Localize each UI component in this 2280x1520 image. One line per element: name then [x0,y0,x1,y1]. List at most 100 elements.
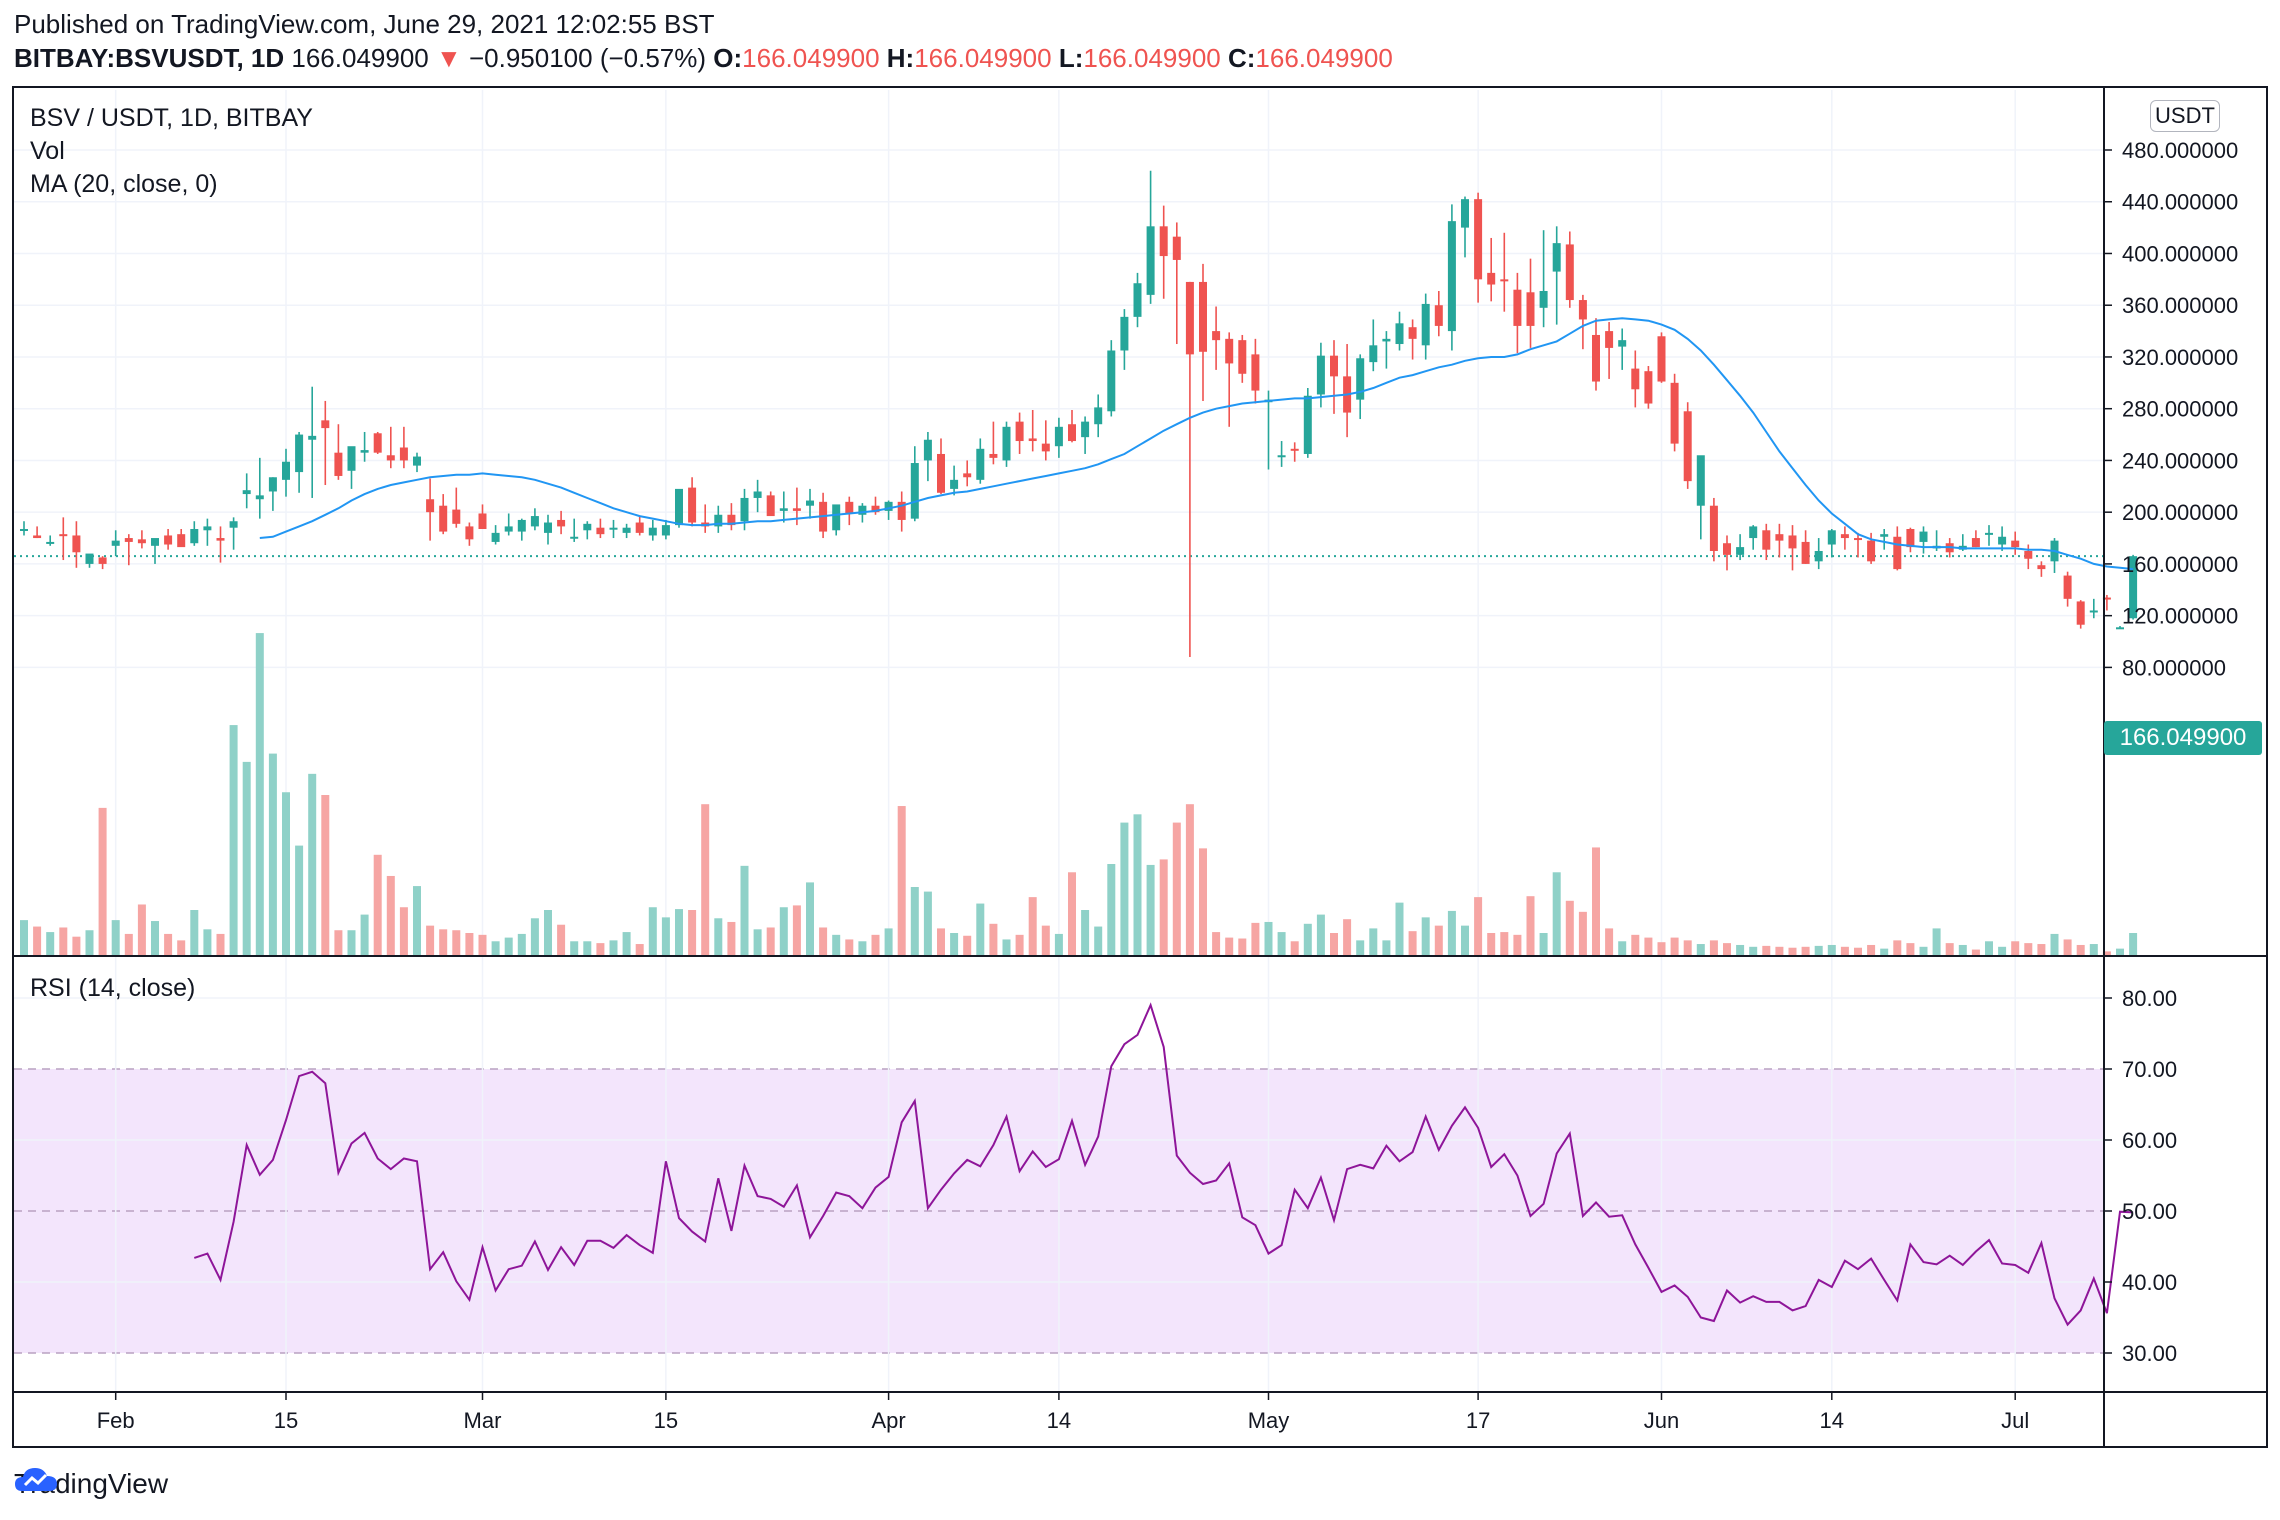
currency-unit-button[interactable]: USDT [2150,100,2220,132]
volume-bar [1474,897,1483,956]
volume-bar [321,795,330,956]
volume-bar [675,909,683,956]
volume-bar [1159,859,1168,956]
volume-bar [1303,923,1312,956]
candle-body [2102,597,2111,600]
candle-body [386,455,395,461]
candle-body [1356,358,1365,400]
candle-body [98,557,107,564]
candle-body [963,473,972,478]
price-tick-label: 120.000000 [2122,604,2238,629]
volume-bar [2024,943,2033,956]
time-tick-label: May [1248,1408,1290,1433]
candle-body [124,538,133,542]
volume-bar [386,875,395,956]
candle-body [2116,627,2124,630]
candle-body [1290,448,1299,451]
candle-body [648,527,657,536]
price-tick-label: 200.000000 [2122,500,2238,525]
rsi-tick-label: 30.00 [2122,1341,2177,1366]
volume-bar [452,930,461,956]
candle-body [282,461,290,480]
time-tick-label: 14 [1820,1408,1844,1433]
volume-bar [1421,917,1430,956]
candle-body [1447,221,1456,332]
candle-body [910,463,919,519]
candle-body [1002,426,1011,461]
candle-body [1421,303,1430,346]
volume-bar [1185,804,1194,956]
candle-body [59,534,68,537]
volume-bar [413,886,421,956]
tradingview-logo[interactable]: TradingView [14,1464,168,1504]
volume-bar [137,904,146,956]
volume-bar [740,865,749,956]
candle-body [1159,226,1168,257]
volume-bar [937,928,945,956]
volume-bar [1199,848,1207,956]
volume-bar [530,918,539,956]
volume-bar [1316,914,1325,956]
candle-body [308,435,317,440]
volume-bar [583,941,592,956]
candle-body [1670,382,1679,444]
price-tick-label: 240.000000 [2122,448,2238,473]
high-label: H: [886,43,915,73]
time-tick-label: Jul [2001,1408,2029,1433]
candle-body [1277,455,1286,458]
candle-body [1539,290,1548,308]
time-tick-label: Jun [1644,1408,1679,1433]
volume-bar [491,941,500,956]
down-triangle-icon: ▼ [436,43,462,73]
volume-bar [85,930,94,956]
volume-bar [923,891,932,956]
volume-bar [295,845,304,956]
volume-bar [1041,925,1050,956]
volume-bar [1028,897,1037,956]
volume-bar [1264,921,1273,956]
candle-body [1199,281,1207,352]
candle-body [452,509,461,524]
candle-body [792,508,801,511]
candle-body [334,452,343,476]
volume-bar [910,887,919,956]
volume-bar [2129,933,2138,956]
ma-legend: MA (20, close, 0) [30,170,218,198]
volume-bar [216,933,225,956]
candle-body [727,514,736,526]
candle-body [845,501,854,514]
candle-body [950,479,959,489]
volume-bar [1526,896,1535,956]
volume-bar [2063,939,2072,956]
candle-body [373,433,382,453]
candle-body [2076,601,2085,625]
volume-bar [334,930,343,956]
volume-bar [989,923,998,956]
candle-body [1081,421,1090,438]
volume-bar [1172,822,1181,956]
candle-body [2129,556,2138,619]
candle-body [1316,355,1325,395]
volume-bar [1513,934,1522,956]
volume-bar [1565,900,1574,956]
volume-bar [229,725,238,956]
candle-body [583,523,592,531]
volume-bar [1696,944,1705,956]
volume-bar [1395,902,1404,956]
candle-body [504,526,513,532]
candle-body [635,522,644,533]
candle-body [347,446,356,471]
candle-body [937,453,945,493]
candle-body [1172,236,1181,260]
candle-body [1971,538,1980,548]
candle-body [557,519,566,527]
candle-body [1919,531,1928,542]
low-label: L: [1058,43,1084,73]
candle-body [1015,421,1024,442]
candle-body [1212,331,1221,341]
candle-body [137,539,146,544]
candle-body [1565,244,1574,301]
volume-bar [766,927,775,956]
candle-body [295,434,304,473]
